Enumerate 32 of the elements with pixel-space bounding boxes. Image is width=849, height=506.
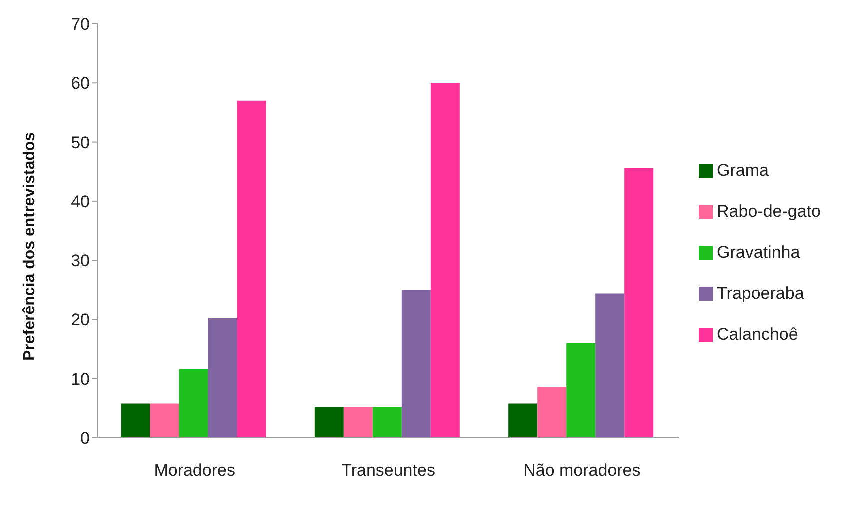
bar (237, 100, 266, 438)
legend-label: Trapoeraba (717, 284, 804, 302)
bar (430, 83, 460, 438)
bar (566, 343, 596, 438)
bar (508, 404, 538, 438)
x-tick-label: Moradores (154, 461, 236, 480)
legend-label: Rabo-de-gato (717, 202, 821, 220)
bar (596, 294, 625, 438)
legend-label: Gravatinha (717, 242, 800, 262)
bar (538, 387, 567, 438)
bar (624, 168, 654, 438)
legend-label: Calanchoê (717, 324, 798, 344)
bar (179, 369, 208, 438)
legend-label: Grama (717, 160, 769, 180)
y-axis-title: Preferência dos entrevistados (22, 132, 39, 361)
bar (150, 404, 180, 438)
y-tick-label: 20 (71, 310, 90, 330)
bar (344, 407, 373, 438)
bar (121, 404, 150, 438)
bar (372, 407, 402, 438)
y-tick-label: 0 (80, 429, 90, 448)
y-tick-label: 70 (71, 15, 90, 34)
x-tick-label: Não moradores (524, 461, 641, 480)
y-tick-label: 10 (71, 370, 90, 389)
bar (402, 290, 431, 438)
y-tick-label: 30 (71, 252, 90, 271)
x-tick-label: Transeuntes (342, 461, 436, 480)
y-tick-label: 40 (71, 192, 90, 212)
y-tick-label: 60 (71, 74, 90, 94)
bar (208, 318, 238, 438)
y-tick-label: 50 (71, 133, 90, 152)
bar (314, 407, 344, 438)
